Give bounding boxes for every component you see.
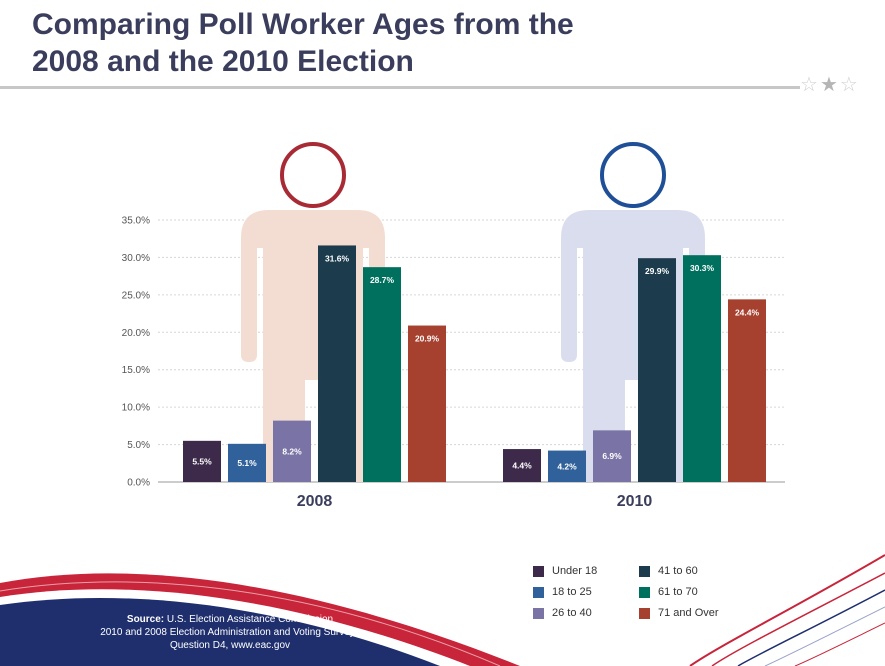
legend-label: 26 to 40 — [552, 607, 592, 619]
bar — [228, 443, 266, 482]
data-label: 29.9% — [645, 266, 670, 276]
bar — [408, 325, 446, 482]
bar — [638, 258, 676, 482]
bar — [728, 299, 766, 482]
legend-label: 18 to 25 — [552, 586, 592, 598]
bar — [273, 420, 311, 482]
legend-swatch — [639, 586, 650, 598]
legend-label: 41 to 60 — [658, 565, 698, 577]
bar — [503, 449, 541, 482]
y-tick-label: 25.0% — [122, 290, 150, 301]
source-line-2: 2010 and 2008 Election Administration an… — [100, 627, 360, 638]
title-line-2: 2008 and the 2010 Election — [32, 45, 414, 78]
y-tick-label: 15.0% — [122, 365, 150, 376]
data-label: 30.3% — [690, 263, 715, 273]
legend-item: Under 18 — [533, 564, 633, 578]
chart-svg: 0.0% 5.0% 10.0% 15.0% 20.0% 25.0% 30.0% 35.0% 5.… — [122, 142, 785, 510]
legend-label: 71 and Over — [658, 607, 719, 619]
data-label: 31.6% — [325, 253, 350, 263]
source-line-3: Question D4, www.eac.gov — [169, 640, 291, 651]
legend-swatch — [639, 565, 650, 577]
y-tick-label: 5.0% — [127, 440, 150, 451]
stars-icon: ☆★☆ — [800, 74, 860, 96]
legend-swatch — [533, 607, 544, 619]
source-line-1: U.S. Election Assistance Commission — [166, 614, 334, 625]
legend-swatch — [533, 565, 544, 577]
data-label: 8.2% — [282, 446, 302, 456]
legend-item: 41 to 60 — [639, 564, 749, 578]
data-label: 20.9% — [415, 334, 440, 344]
data-label: 5.1% — [237, 458, 257, 468]
title-line-1: Comparing Poll Worker Ages from the — [32, 8, 574, 41]
bar — [683, 255, 721, 482]
bar — [548, 450, 586, 482]
y-tick-label: 0.0% — [127, 478, 150, 489]
legend-item: 61 to 70 — [639, 585, 749, 599]
source-note: Source: U.S. Election Assistance Commiss… — [70, 613, 390, 652]
y-tick-label: 20.0% — [122, 328, 150, 339]
data-label: 4.2% — [557, 461, 577, 471]
legend: Under 18 41 to 60 18 to 25 61 to 70 26 t… — [533, 564, 753, 620]
legend-swatch — [639, 607, 650, 619]
bar — [183, 440, 221, 482]
legend-label: 61 to 70 — [658, 586, 698, 598]
data-label: 5.5% — [192, 456, 212, 466]
figure-head — [280, 142, 346, 208]
category-label: 2008 — [297, 493, 333, 510]
chart-title: Comparing Poll Worker Ages from the 2008… — [32, 6, 732, 80]
legend-label: Under 18 — [552, 565, 598, 577]
bar-chart: 0.0% 5.0% 10.0% 15.0% 20.0% 25.0% 30.0% 35.0% 5.… — [0, 130, 885, 510]
figure-head — [600, 142, 666, 208]
footer-banner — [0, 554, 885, 666]
y-tick-label: 35.0% — [122, 216, 150, 227]
y-tick-label: 30.0% — [122, 253, 150, 264]
data-label: 6.9% — [602, 451, 622, 461]
data-label: 28.7% — [370, 275, 395, 285]
legend-item: 26 to 40 — [533, 606, 633, 620]
bar — [363, 267, 401, 482]
bar — [593, 430, 631, 482]
source-label: Source: — [126, 614, 165, 625]
y-tick-label: 10.0% — [122, 403, 150, 414]
title-divider — [0, 86, 800, 89]
legend-item: 18 to 25 — [533, 585, 633, 599]
category-label: 2010 — [617, 493, 653, 510]
bar — [318, 245, 356, 482]
legend-swatch — [533, 586, 544, 598]
data-label: 4.4% — [512, 461, 532, 471]
legend-item: 71 and Over — [639, 606, 749, 620]
data-label: 24.4% — [735, 307, 760, 317]
